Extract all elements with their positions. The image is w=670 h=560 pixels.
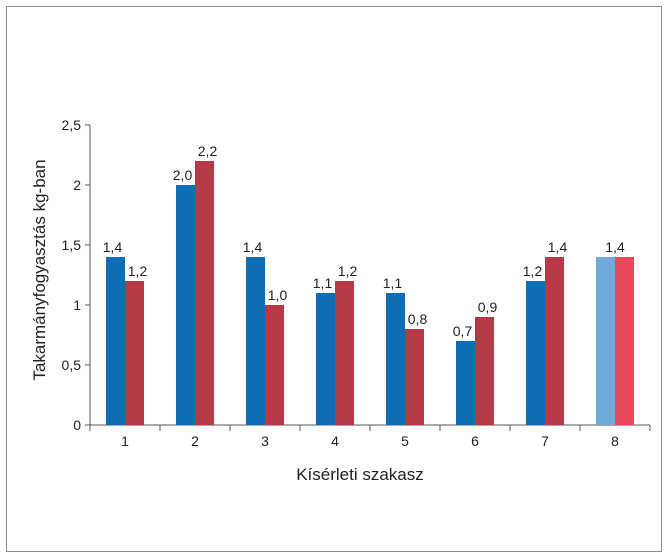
data-label: 1,4: [548, 239, 568, 255]
data-label: 1,1: [313, 275, 333, 291]
x-axis: 1 2 3 4 5 6 7 8: [89, 424, 651, 449]
bar-series-1-cat-5: [386, 293, 405, 425]
bar-series-2-cat-4: [335, 281, 354, 425]
data-labels: 1,4 1,2 2,0 2,2 1,4 1,0 1,1 1,2 1,1 0,8 0,7 0,9 1,2 1…: [103, 143, 625, 339]
y-tick-label: 2: [73, 177, 81, 193]
bar-series-1-cat-8: [596, 257, 615, 425]
bar-series-2-cat-7: [545, 257, 564, 425]
x-tick-label: 3: [261, 433, 269, 449]
bar-series-1-cat-6: [456, 341, 475, 425]
data-label: 0,8: [408, 311, 428, 327]
data-label: 0,7: [453, 323, 473, 339]
bar-series-1-cat-7: [526, 281, 545, 425]
y-axis-title: Takarmányfogyasztás kg-ban: [30, 159, 49, 380]
y-tick-label: 2,5: [62, 117, 82, 133]
data-label-combined: 1,4: [605, 239, 625, 255]
data-label: 1,2: [128, 263, 148, 279]
y-tick-label: 1: [73, 297, 81, 313]
data-label: 1,4: [243, 239, 263, 255]
x-tick-label: 4: [331, 433, 339, 449]
bar-series-2-cat-2: [195, 161, 214, 425]
bar-series-1-cat-2: [176, 185, 195, 425]
y-axis: 0 0,5 1 1,5 2 2,5: [62, 117, 91, 433]
x-tick-label: 6: [471, 433, 479, 449]
x-tick-label: 2: [191, 433, 199, 449]
data-label: 2,0: [173, 167, 193, 183]
x-tick-label: 5: [401, 433, 409, 449]
data-label: 1,1: [383, 275, 403, 291]
data-label: 0,9: [478, 299, 498, 315]
bar-series-2-cat-3: [265, 305, 284, 425]
x-tick-label: 7: [541, 433, 549, 449]
bar-series-1-cat-3: [246, 257, 265, 425]
bar-series-2-cat-5: [405, 329, 424, 425]
bar-series-1-cat-4: [316, 293, 335, 425]
bar-series-2-cat-1: [125, 281, 144, 425]
y-tick-label: 1,5: [62, 237, 82, 253]
y-tick-label: 0: [73, 417, 81, 433]
x-tick-label: 8: [611, 433, 619, 449]
data-label: 2,2: [198, 143, 218, 159]
data-label: 1,0: [268, 287, 288, 303]
y-tick-label: 0,5: [62, 357, 82, 373]
x-axis-title: Kísérleti szakasz: [296, 465, 424, 484]
data-label: 1,2: [338, 263, 358, 279]
data-label: 1,4: [103, 239, 123, 255]
x-tick-label: 1: [121, 433, 129, 449]
bar-series-1-cat-1: [106, 257, 125, 425]
bar-series-2-cat-8: [615, 257, 634, 425]
data-label: 1,2: [523, 263, 543, 279]
bars: [106, 161, 634, 425]
bar-series-2-cat-6: [475, 317, 494, 425]
